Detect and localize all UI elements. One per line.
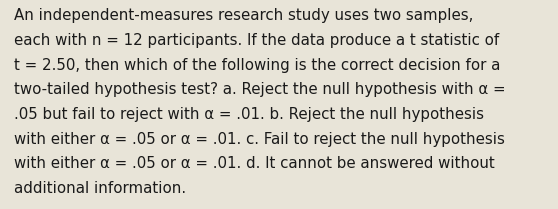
- Text: each with n = 12 participants. If the data produce a t statistic of: each with n = 12 participants. If the da…: [14, 33, 499, 48]
- Text: t = 2.50, then which of the following is the correct decision for a: t = 2.50, then which of the following is…: [14, 58, 501, 73]
- Text: with either α = .05 or α = .01. d. It cannot be answered without: with either α = .05 or α = .01. d. It ca…: [14, 156, 495, 171]
- Text: two-tailed hypothesis test? a. Reject the null hypothesis with α =: two-tailed hypothesis test? a. Reject th…: [14, 82, 506, 97]
- Text: .05 but fail to reject with α = .01. b. Reject the null hypothesis: .05 but fail to reject with α = .01. b. …: [14, 107, 484, 122]
- Text: additional information.: additional information.: [14, 181, 186, 196]
- Text: An independent-measures research study uses two samples,: An independent-measures research study u…: [14, 8, 473, 23]
- Text: with either α = .05 or α = .01. c. Fail to reject the null hypothesis: with either α = .05 or α = .01. c. Fail …: [14, 132, 505, 147]
